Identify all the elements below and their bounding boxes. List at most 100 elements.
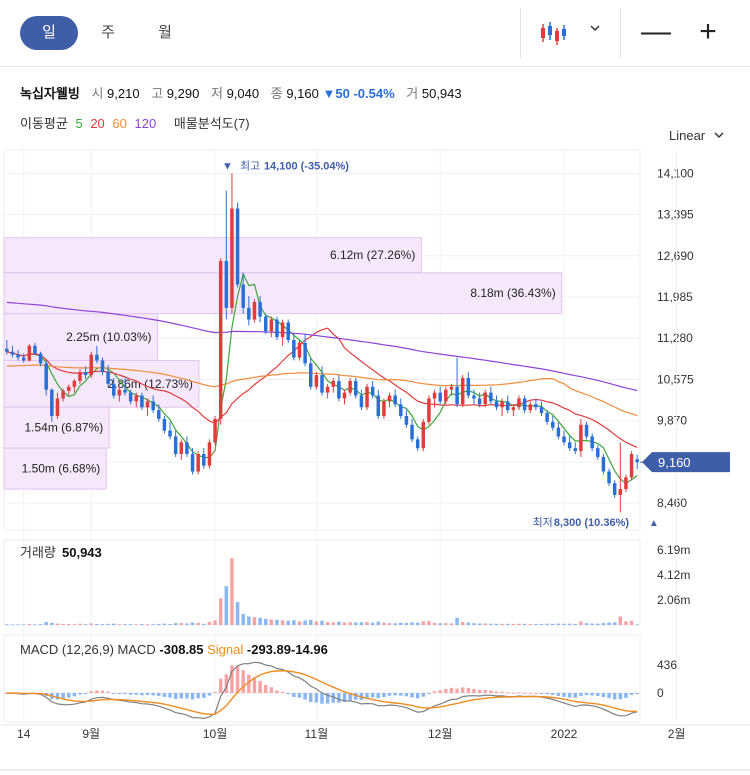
volume-bar bbox=[66, 624, 71, 625]
quote-bar: 녹십자웰빙 시 9,210 고 9,290 저 9,040 종 9,160 ▼5… bbox=[20, 83, 462, 102]
price-min-marker: ▲ bbox=[649, 518, 659, 529]
volume-bar bbox=[247, 616, 251, 625]
macd-histogram-bar bbox=[128, 693, 133, 695]
volume-bar bbox=[404, 623, 409, 625]
macd-histogram-bar bbox=[500, 691, 504, 693]
volume-bar bbox=[528, 623, 532, 625]
current-price-value: 9,160 bbox=[658, 455, 691, 470]
volume-bar bbox=[280, 620, 285, 625]
candle-body bbox=[38, 353, 43, 364]
candle-body bbox=[370, 386, 375, 396]
candle-body bbox=[252, 302, 257, 320]
price-tick-label: 10,575 bbox=[657, 372, 694, 386]
candle-body bbox=[483, 392, 487, 405]
candle-body bbox=[247, 307, 251, 320]
volume-bar bbox=[33, 624, 37, 625]
volume-bar bbox=[224, 586, 229, 625]
macd-histogram-bar bbox=[601, 693, 606, 698]
candle-body bbox=[106, 372, 110, 384]
candle-body bbox=[505, 401, 510, 411]
candle-body bbox=[449, 386, 454, 390]
volume-profile-bar bbox=[3, 237, 422, 274]
volume-bar bbox=[348, 622, 352, 625]
macd-histogram-bar bbox=[348, 693, 352, 701]
volume-bar bbox=[38, 624, 43, 625]
candle-body bbox=[522, 398, 527, 411]
volume-bar bbox=[601, 623, 606, 625]
macd-label: MACD bbox=[114, 642, 160, 657]
volume-bar bbox=[50, 622, 54, 625]
candle-body bbox=[562, 436, 566, 443]
signal-line bbox=[6, 669, 638, 716]
candle-body bbox=[286, 322, 290, 340]
volume-bar bbox=[534, 624, 538, 625]
ma-120: 120 bbox=[134, 116, 157, 131]
candle-body bbox=[33, 345, 37, 354]
volume-bar bbox=[78, 623, 82, 625]
macd-histogram-bar bbox=[213, 692, 217, 694]
candle-body bbox=[27, 345, 32, 361]
macd-histogram-bar bbox=[505, 692, 510, 694]
candle-body bbox=[444, 389, 448, 402]
stock-chart[interactable]: 14,100 13,395 12,690 11,985 11,280 10,575 9,87… bbox=[0, 140, 750, 775]
candle-body bbox=[534, 404, 538, 408]
volume-bar bbox=[387, 623, 392, 625]
tab-daily[interactable]: 일 bbox=[20, 16, 78, 50]
macd-value: -308.85 bbox=[159, 642, 203, 657]
price-max-value: 14,100 (-35.04%) bbox=[264, 160, 349, 172]
volume-bar bbox=[551, 623, 555, 625]
macd-histogram-bar bbox=[573, 693, 578, 698]
candlestick-icon[interactable] bbox=[540, 20, 568, 46]
candle-body bbox=[348, 380, 352, 393]
zoom-out-button[interactable]: — bbox=[641, 15, 671, 48]
macd-histogram-bar bbox=[584, 693, 589, 696]
volume-bar bbox=[151, 624, 155, 625]
macd-histogram-bar bbox=[494, 691, 499, 693]
volume-bar bbox=[5, 624, 9, 625]
scale-select[interactable]: Linear bbox=[669, 128, 725, 143]
macd-histogram-bar bbox=[308, 693, 313, 703]
open-label: 시 bbox=[91, 86, 104, 101]
macd-histogram-bar bbox=[134, 693, 139, 695]
volume-bar bbox=[308, 619, 313, 625]
volume-bar bbox=[61, 623, 65, 625]
candle-body bbox=[185, 442, 189, 454]
macd-histogram-bar bbox=[399, 693, 403, 696]
tab-monthly[interactable]: 월 bbox=[158, 24, 172, 41]
tab-weekly[interactable]: 주 bbox=[101, 24, 115, 41]
candle-body bbox=[460, 378, 465, 405]
volume-bar bbox=[196, 622, 200, 625]
macd-histogram-bar bbox=[432, 691, 437, 693]
price-max-marker: ▼ bbox=[222, 160, 233, 172]
volume-tick-label: 4.12m bbox=[657, 568, 690, 582]
volume-bar bbox=[10, 624, 15, 625]
volume-bar bbox=[100, 624, 105, 625]
volume-bar bbox=[241, 614, 245, 625]
macd-histogram-bar bbox=[157, 693, 161, 696]
volume-bar bbox=[314, 621, 319, 625]
volume-bar bbox=[342, 622, 347, 625]
macd-histogram-bar bbox=[100, 690, 105, 693]
scale-value: Linear bbox=[669, 128, 706, 143]
macd-histogram-bar bbox=[325, 693, 330, 704]
candle-body bbox=[162, 418, 167, 431]
candle-body bbox=[387, 395, 392, 402]
macd-histogram-bar bbox=[382, 693, 386, 698]
chevron-down-icon[interactable] bbox=[589, 22, 601, 34]
candle-body bbox=[95, 354, 99, 361]
candle-body bbox=[466, 378, 471, 396]
macd-histogram-bar bbox=[354, 693, 358, 700]
zoom-in-button[interactable]: + bbox=[699, 15, 717, 48]
volume-bar bbox=[567, 623, 572, 625]
candle-body bbox=[230, 208, 234, 308]
volume-bar bbox=[393, 623, 397, 625]
volume-value: 50,943 bbox=[421, 86, 462, 101]
volume-bar bbox=[55, 623, 60, 625]
price-tick-label: 11,985 bbox=[657, 290, 693, 304]
volume-bar bbox=[123, 624, 127, 625]
volume-bar bbox=[275, 619, 279, 625]
macd-histogram-bar bbox=[297, 693, 302, 698]
volume-profile-label: 1.50m (6.68%) bbox=[22, 462, 101, 476]
moving-average-legend[interactable]: 이동평균 5 20 60 120 매물분석도(7) bbox=[20, 113, 254, 132]
x-tick-label: 12월 bbox=[428, 727, 452, 741]
